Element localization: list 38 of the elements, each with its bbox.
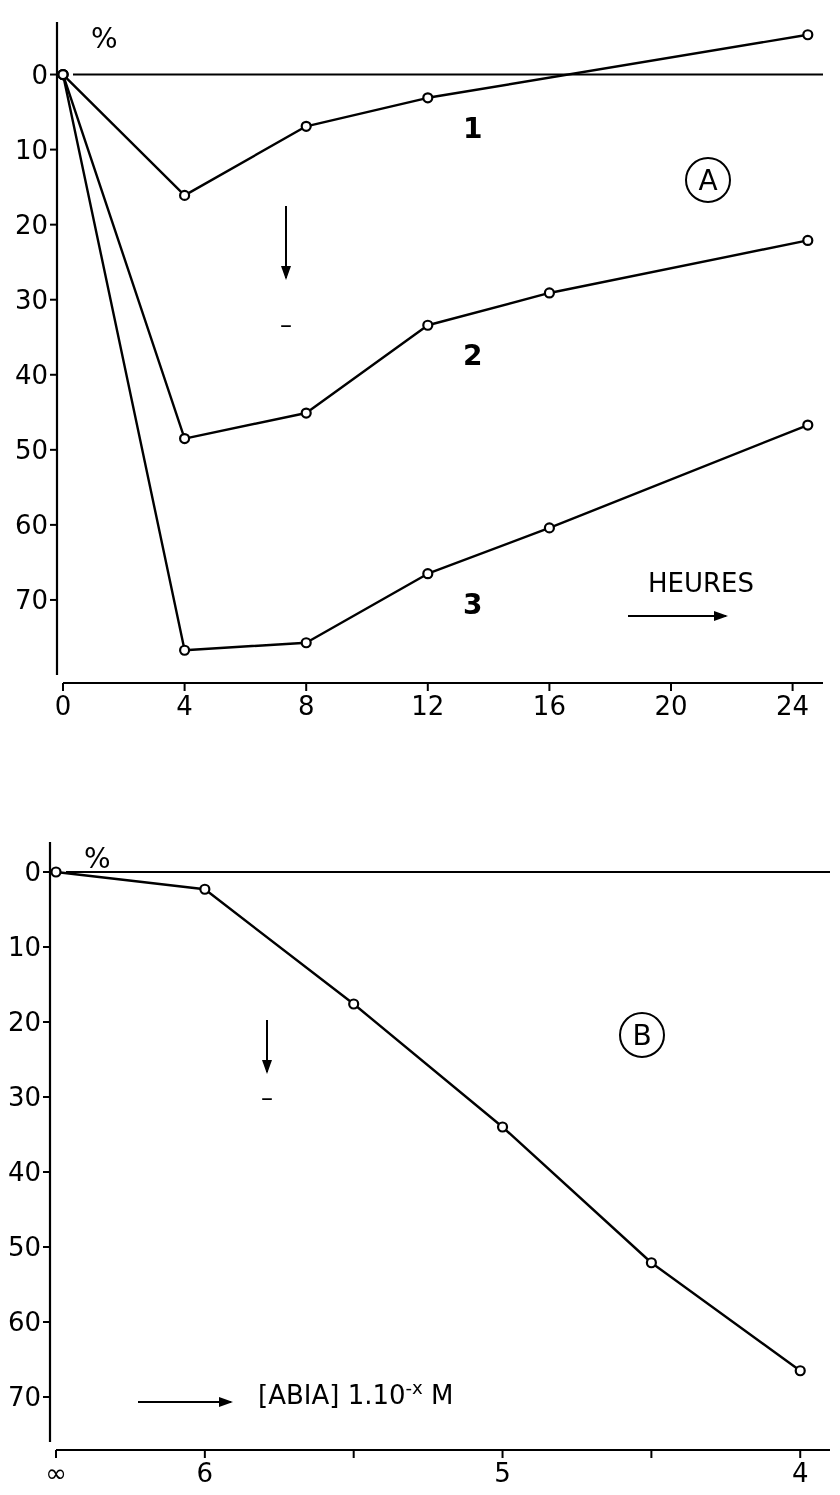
y-tick-label: 30	[14, 284, 48, 315]
y-axis-title: %	[91, 22, 118, 55]
x-tick-label: 4	[176, 691, 193, 721]
y-tick-label: 70	[7, 1382, 41, 1413]
y-tick-label: 40	[14, 359, 48, 390]
x-tick-label: 16	[532, 691, 566, 721]
x-tick-label: 6	[196, 1458, 214, 1488]
y-axis-title: %	[84, 842, 111, 875]
x-tick-label: 24	[776, 691, 810, 721]
annotation: A	[698, 164, 718, 198]
annotation: –	[261, 1084, 273, 1112]
y-tick-label: 0	[31, 59, 48, 90]
x-tick-label: 5	[494, 1458, 511, 1488]
y-tick-label: 10	[7, 932, 41, 963]
y-tick-label: 50	[7, 1232, 41, 1263]
y-tick-label: 20	[7, 1007, 41, 1038]
y-tick-label: 60	[14, 509, 48, 540]
y-tick-label: 10	[14, 134, 48, 165]
x-axis-title: [ABIA] 1.10$^{-x}$ M	[258, 1376, 454, 1410]
x-axis-title: HEURES	[648, 568, 755, 598]
y-tick-label: 60	[7, 1307, 41, 1338]
series-label: 1	[463, 111, 483, 145]
x-tick-label: 0	[54, 691, 72, 721]
series-label: 3	[463, 587, 483, 621]
y-tick-label: 70	[14, 585, 48, 616]
x-tick-label: 20	[654, 691, 688, 721]
annotation: B	[632, 1019, 652, 1053]
x-tick-label: 4	[791, 1458, 809, 1488]
series-label: 2	[463, 339, 483, 373]
annotation: –	[280, 311, 292, 339]
y-tick-label: 50	[14, 434, 48, 465]
x-tick-label: 8	[297, 691, 315, 721]
x-tick-label: 12	[411, 691, 445, 721]
x-tick-label: ∞	[45, 1458, 67, 1488]
y-tick-label: 20	[14, 209, 48, 240]
y-tick-label: 40	[7, 1157, 41, 1188]
y-tick-label: 30	[7, 1082, 41, 1113]
y-tick-label: 0	[24, 857, 41, 888]
